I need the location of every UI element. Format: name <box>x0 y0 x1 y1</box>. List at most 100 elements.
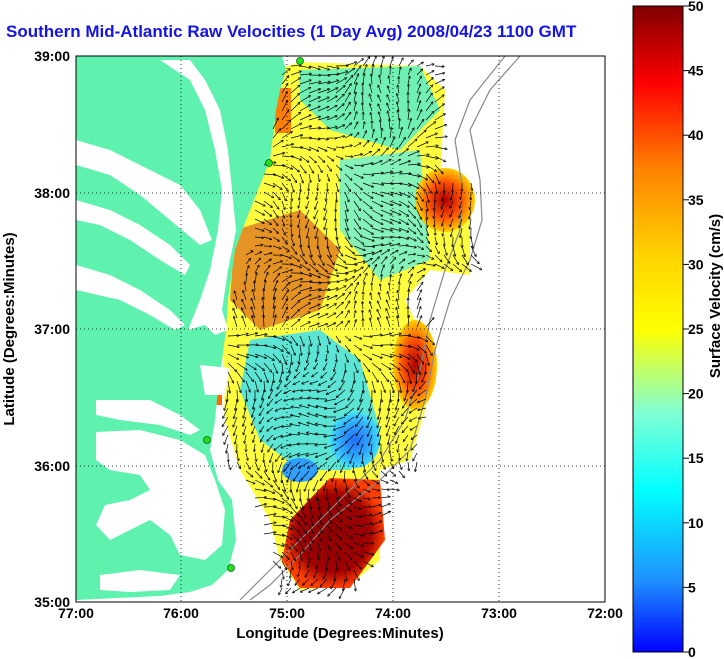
velocity-vector <box>353 59 363 67</box>
velocity-vector <box>344 270 356 274</box>
velocity-vector <box>299 155 309 162</box>
velocity-vector <box>290 424 301 427</box>
velocity-vector <box>299 515 306 525</box>
velocity-vector <box>245 479 255 484</box>
velocity-vector <box>407 76 410 85</box>
velocity-vector <box>299 65 311 68</box>
velocity-vector <box>272 129 281 139</box>
velocity-vector <box>389 183 402 184</box>
velocity-vector <box>335 94 344 103</box>
velocity-vector <box>227 389 229 402</box>
velocity-vector <box>272 315 276 328</box>
velocity-vector <box>452 254 458 264</box>
velocity-vector <box>418 398 427 403</box>
velocity-vector <box>434 137 447 139</box>
velocity-vector <box>380 148 388 157</box>
velocity-vector <box>326 263 337 271</box>
velocity-vector <box>308 542 312 551</box>
velocity-vector <box>252 316 256 328</box>
velocity-vector <box>335 533 341 539</box>
velocity-vector <box>227 380 230 393</box>
velocity-vector <box>407 151 419 157</box>
velocity-vector <box>362 246 375 247</box>
velocity-vector <box>344 353 348 362</box>
velocity-vector <box>380 497 390 499</box>
velocity-vector <box>254 497 266 498</box>
velocity-vector <box>317 542 320 550</box>
velocity-vector <box>416 191 423 201</box>
velocity-vector <box>317 297 329 301</box>
velocity-vector <box>371 209 383 216</box>
velocity-vector <box>371 251 382 256</box>
velocity-vector <box>290 551 295 560</box>
velocity-vector <box>407 139 417 148</box>
velocity-vector <box>290 524 300 532</box>
velocity-vector <box>389 353 401 357</box>
velocity-vector <box>416 84 421 94</box>
velocity-vector <box>234 407 238 418</box>
velocity-vector <box>281 245 289 251</box>
velocity-vector <box>233 416 238 427</box>
velocity-vector <box>290 560 293 570</box>
velocity-vector <box>325 200 328 210</box>
velocity-vector <box>371 74 372 85</box>
velocity-vector <box>369 434 373 445</box>
velocity-vector <box>317 324 328 328</box>
velocity-vector <box>371 470 378 477</box>
velocity-vector <box>236 334 248 337</box>
velocity-vector <box>293 380 301 385</box>
velocity-vector <box>344 209 348 221</box>
velocity-vector <box>356 407 364 418</box>
velocity-vector <box>306 209 310 218</box>
velocity-vector <box>325 443 337 448</box>
velocity-vector <box>398 58 403 67</box>
velocity-vector <box>425 64 434 67</box>
velocity-vector <box>299 551 302 560</box>
velocity-vector <box>371 113 372 121</box>
velocity-vector <box>281 335 291 343</box>
velocity-vector <box>362 131 366 139</box>
velocity-vector <box>389 137 395 148</box>
velocity-vector <box>425 155 438 159</box>
velocity-vector <box>263 461 266 471</box>
velocity-vector <box>290 182 294 192</box>
velocity-vector <box>281 344 289 354</box>
velocity-vector <box>299 105 310 112</box>
x-axis: 77:00 76:00 75:00 74:00 73:00 72:00 Long… <box>58 605 623 642</box>
velocity-vector <box>471 182 472 190</box>
velocity-vector <box>345 425 355 433</box>
velocity-vector <box>281 84 288 94</box>
velocity-vector <box>303 371 310 377</box>
velocity-vector <box>276 407 283 411</box>
velocity-vector <box>290 94 299 103</box>
velocity-vector <box>308 533 313 542</box>
velocity-vector <box>335 71 347 76</box>
velocity-vector <box>335 312 343 319</box>
velocity-vector <box>272 560 281 568</box>
velocity-vector <box>380 512 390 517</box>
radar-site-marker <box>265 159 273 167</box>
velocity-vector <box>416 110 422 121</box>
velocity-vector <box>371 227 383 232</box>
velocity-vector <box>279 587 283 595</box>
velocity-vector <box>353 292 357 301</box>
velocity-vector <box>317 107 329 112</box>
velocity-vector <box>398 236 409 239</box>
velocity-vector <box>326 80 338 85</box>
velocity-vector <box>434 182 437 193</box>
velocity-vector <box>371 257 379 265</box>
velocity-vector <box>362 353 372 360</box>
velocity-vector <box>399 119 400 130</box>
velocity-vector <box>308 314 319 319</box>
velocity-vector <box>272 515 285 517</box>
velocity-vector <box>398 362 408 371</box>
velocity-vector <box>386 309 391 319</box>
velocity-vector <box>271 380 274 391</box>
velocity-vector <box>281 317 288 328</box>
colorbar-tick-label: 30 <box>688 256 704 272</box>
velocity-vector <box>281 173 290 181</box>
velocity-vector <box>272 506 285 510</box>
velocity-vector <box>425 344 432 355</box>
velocity-vector <box>362 479 369 486</box>
velocity-vector <box>344 470 345 482</box>
